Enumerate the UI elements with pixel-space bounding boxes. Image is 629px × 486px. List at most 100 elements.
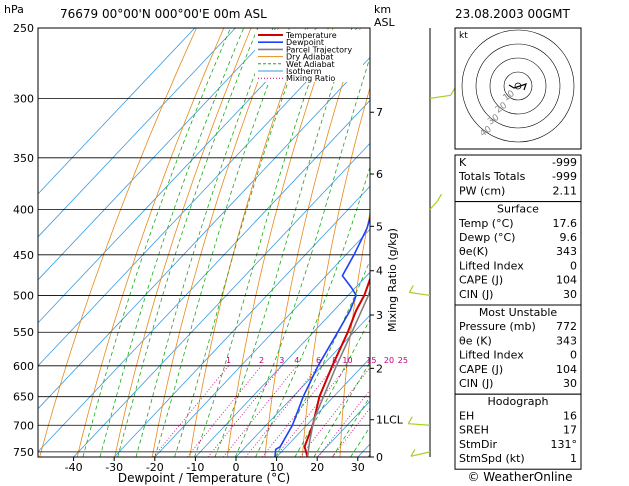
copyright: © WeatherOnline [467,470,572,484]
legend-entry: Dewpoint [286,38,324,47]
table-row-label: CIN (J) [459,288,493,301]
table-row-label: StmSpd (kt) [459,452,525,465]
isotherm-line [154,228,370,457]
isotherm-line [38,28,236,238]
isotherm-line [38,28,277,281]
table-row-value: 9.6 [560,231,578,244]
km-tick-label: 7 [376,106,383,119]
wet-adiabat [154,28,290,457]
isotherm-line [235,314,370,457]
dry-adiabat [76,28,225,457]
dry-adiabat [620,28,629,457]
isotherm-line [195,271,370,457]
table-row-value: 1 [570,452,577,465]
table-row-value: 16 [563,409,577,422]
hodograph-ring [489,57,547,115]
isotherm-line [113,185,370,457]
temperature-tick-label: -10 [186,461,204,474]
legend-entry: Wet Adiabat [286,60,335,69]
wet-adiabat [194,28,329,457]
table-row-value: -999 [552,156,577,169]
isotherm-line [38,28,358,367]
isotherm-line [38,28,196,195]
dry-adiabat [264,28,361,457]
dry-adiabat [114,28,252,457]
table-row-value: 104 [556,274,577,287]
x-axis-title: Dewpoint / Temperature (°C) [118,471,290,485]
most-unstable-table-title: Most Unstable [479,306,558,319]
pressure-tick-label: 600 [13,360,34,373]
wet-adiabat [255,165,370,457]
dry-adiabat [302,85,370,457]
table-row-value: 17.6 [553,217,578,230]
table-row-value: 104 [556,363,577,376]
mixing-ratio-line-2 [186,365,262,457]
legend-entry: Temperature [285,31,337,40]
wind-barb [408,423,431,426]
table-row-label: EH [459,409,474,422]
table-row-label: Pressure (mb) [459,320,536,333]
table-row-value: 17 [563,424,577,437]
table-row-label: Dewp (°C) [459,231,515,244]
temperature-tick-label: 0 [233,461,240,474]
mixing-ratio-lines [153,365,370,457]
dry-adiabat [227,28,334,457]
dry-adiabat [339,210,370,457]
table-row-label: CAPE (J) [459,363,503,376]
mixing-ratio-line-3 [207,365,283,457]
km-tick-label: 5 [376,220,383,233]
legend-entry: Dry Adiabat [286,53,333,62]
km-tick-label: 6 [376,168,383,181]
isotherm-lines [38,28,370,457]
wet-adiabat [294,318,370,457]
surface-table-title: Surface [497,203,539,216]
km-tick-label: 3 [376,309,383,322]
temperature-tick-label: 30 [351,461,365,474]
table-row-value: 2.11 [553,184,578,197]
temperature-tick-label: 20 [310,461,324,474]
station-line: 76679 00°00'N 000°00'E 00m ASL [60,7,267,21]
wet-adiabat-lines [82,28,370,457]
mixing-ratio-line-25 [332,407,370,457]
wet-adiabat [135,28,274,457]
series-dewpoint [274,215,370,457]
mixing-ratio-label: 6 [316,356,321,365]
hodograph-ring [475,43,561,129]
table-row-value: 343 [556,245,577,258]
wet-adiabat [234,56,370,457]
km-label: km [374,3,391,16]
wet-adiabat [174,28,309,457]
legend-entry: Parcel Trajectory [286,45,352,54]
temperature-tick-label: -30 [105,461,123,474]
mixing-ratio-label: 10 [342,356,352,365]
mixing-ratio-axis-title: Mixing Ratio (g/kg) [386,228,399,332]
asl-label: ASL [374,16,396,29]
isotherm-line [73,142,370,457]
hodograph-unit: kt [459,31,468,41]
plot-frame [37,27,371,458]
wet-adiabat [214,28,353,457]
table-row-value: 30 [563,377,577,390]
table-row-label: CIN (J) [459,377,493,390]
table-row-value: 772 [556,320,577,333]
sounding-series [274,215,370,457]
table-row-label: CAPE (J) [459,274,503,287]
mixing-ratio-labels: 1 2 3 4 6 8 10 15 20 25 [226,356,408,365]
isotherm-line [38,28,317,324]
most-unstable-table [454,304,582,395]
wind-barb [429,94,451,99]
pressure-tick-label: 450 [13,249,34,262]
table-row-label: StmDir [459,438,498,451]
pressure-tick-label: 500 [13,289,34,302]
table-row-label: Lifted Index [459,259,524,272]
dry-adiabat-lines [39,28,629,457]
table-row-value: 30 [563,288,577,301]
pressure-tick-label: 350 [13,152,34,165]
mixing-ratio-line-6 [245,365,319,457]
table-row-value: 343 [556,334,577,347]
pressure-tick-label: 400 [13,203,34,216]
pressure-tick-label: 700 [13,419,34,432]
mixing-ratio-label: 20 [384,356,394,365]
